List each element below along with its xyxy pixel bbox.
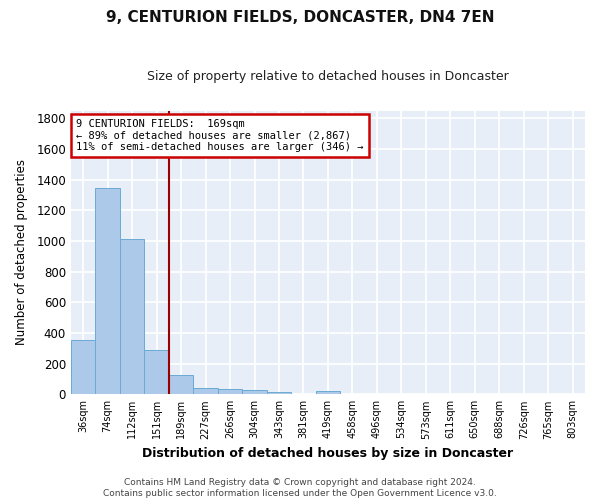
- Text: 9 CENTURION FIELDS:  169sqm
← 89% of detached houses are smaller (2,867)
11% of : 9 CENTURION FIELDS: 169sqm ← 89% of deta…: [76, 119, 364, 152]
- Bar: [71, 340, 95, 394]
- Text: Contains HM Land Registry data © Crown copyright and database right 2024.
Contai: Contains HM Land Registry data © Crown c…: [103, 478, 497, 498]
- Bar: [267, 392, 291, 394]
- Bar: [120, 240, 145, 394]
- Bar: [169, 375, 193, 394]
- X-axis label: Distribution of detached houses by size in Doncaster: Distribution of detached houses by size …: [142, 447, 514, 460]
- Text: 9, CENTURION FIELDS, DONCASTER, DN4 7EN: 9, CENTURION FIELDS, DONCASTER, DN4 7EN: [106, 10, 494, 25]
- Bar: [316, 391, 340, 394]
- Bar: [193, 388, 218, 394]
- Y-axis label: Number of detached properties: Number of detached properties: [15, 160, 28, 346]
- Bar: [95, 188, 120, 394]
- Bar: [218, 389, 242, 394]
- Bar: [145, 350, 169, 395]
- Bar: [242, 390, 267, 394]
- Title: Size of property relative to detached houses in Doncaster: Size of property relative to detached ho…: [147, 70, 509, 83]
